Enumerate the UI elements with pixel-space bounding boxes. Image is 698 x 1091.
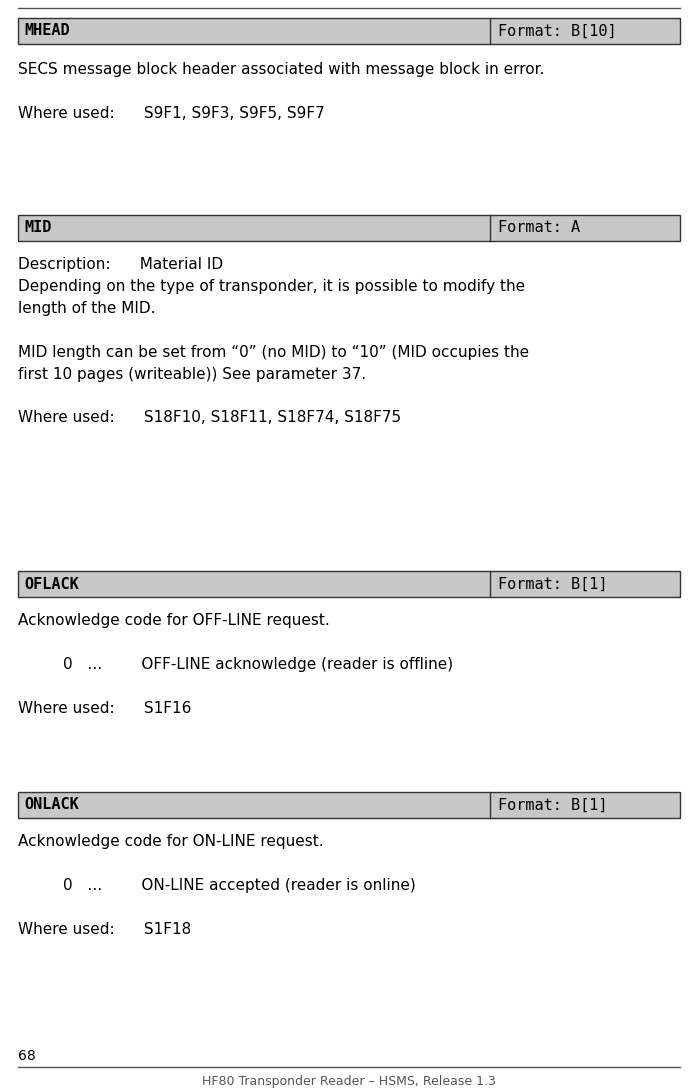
Text: Format: B[1]: Format: B[1] xyxy=(498,798,607,813)
Text: MHEAD: MHEAD xyxy=(24,24,70,38)
Text: 0   …        ON-LINE accepted (reader is online): 0 … ON-LINE accepted (reader is online) xyxy=(63,878,416,892)
Text: Depending on the type of transponder, it is possible to modify the: Depending on the type of transponder, it… xyxy=(18,278,525,293)
Text: Acknowledge code for ON-LINE request.: Acknowledge code for ON-LINE request. xyxy=(18,834,324,849)
Text: Description:      Material ID: Description: Material ID xyxy=(18,256,223,272)
Text: Where used:      S1F16: Where used: S1F16 xyxy=(18,702,191,716)
Text: SECS message block header associated with message block in error.: SECS message block header associated wit… xyxy=(18,62,544,77)
Text: Format: B[1]: Format: B[1] xyxy=(498,577,607,591)
Text: length of the MID.: length of the MID. xyxy=(18,301,156,315)
Bar xyxy=(18,215,680,241)
Text: Format: A: Format: A xyxy=(498,220,580,236)
Text: 68: 68 xyxy=(18,1048,36,1063)
Text: MID length can be set from “0” (no MID) to “10” (MID occupies the: MID length can be set from “0” (no MID) … xyxy=(18,345,529,360)
Text: Where used:      S18F10, S18F11, S18F74, S18F75: Where used: S18F10, S18F11, S18F74, S18F… xyxy=(18,410,401,425)
Bar xyxy=(18,792,680,818)
Text: Acknowledge code for OFF-LINE request.: Acknowledge code for OFF-LINE request. xyxy=(18,613,329,628)
Text: ONLACK: ONLACK xyxy=(24,798,79,813)
Text: 0   …        OFF-LINE acknowledge (reader is offline): 0 … OFF-LINE acknowledge (reader is offl… xyxy=(63,657,453,672)
Text: Format: B[10]: Format: B[10] xyxy=(498,24,616,38)
Bar xyxy=(18,17,680,44)
Text: MID: MID xyxy=(24,220,52,236)
Text: Where used:      S1F18: Where used: S1F18 xyxy=(18,922,191,937)
Text: first 10 pages (writeable)) See parameter 37.: first 10 pages (writeable)) See paramete… xyxy=(18,367,366,382)
Text: OFLACK: OFLACK xyxy=(24,577,79,591)
Bar xyxy=(18,572,680,597)
Text: HF80 Transponder Reader – HSMS, Release 1.3: HF80 Transponder Reader – HSMS, Release … xyxy=(202,1075,496,1088)
Text: Where used:      S9F1, S9F3, S9F5, S9F7: Where used: S9F1, S9F3, S9F5, S9F7 xyxy=(18,106,325,121)
